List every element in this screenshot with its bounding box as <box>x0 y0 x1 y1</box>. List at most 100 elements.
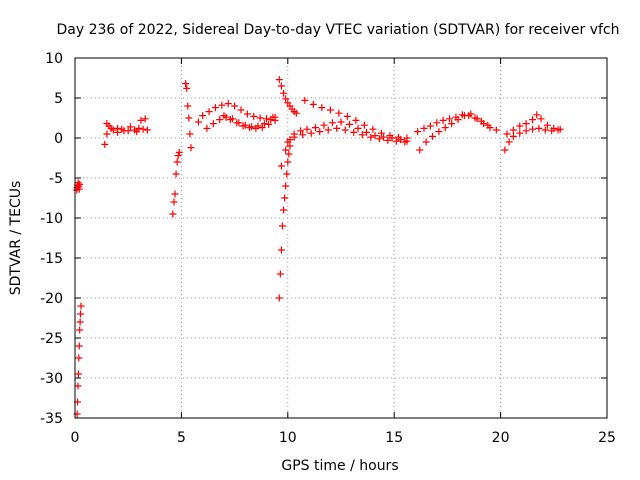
data-point <box>426 122 434 130</box>
data-point <box>516 129 524 137</box>
data-point <box>171 190 179 198</box>
data-point <box>433 119 441 127</box>
data-point <box>277 82 285 90</box>
data-point <box>303 125 311 133</box>
data-point <box>505 138 513 146</box>
series-sat-a <box>73 179 84 194</box>
data-point <box>392 137 400 145</box>
data-point <box>231 102 239 110</box>
data-point <box>187 144 195 152</box>
data-point <box>185 114 193 122</box>
data-point <box>386 132 394 140</box>
data-point <box>275 294 283 302</box>
data-point <box>286 142 294 150</box>
data-point <box>420 124 428 132</box>
data-point <box>307 129 315 137</box>
data-point <box>224 100 232 108</box>
data-point <box>501 146 509 154</box>
series-sat-e <box>169 148 183 218</box>
data-point <box>137 116 145 124</box>
data-point <box>429 132 437 140</box>
series-sat-c <box>101 122 147 148</box>
data-point <box>522 127 530 135</box>
x-tick-label: 0 <box>71 430 80 446</box>
gridlines <box>75 58 607 418</box>
data-point <box>282 182 290 190</box>
chart-title: Day 236 of 2022, Sidereal Day-to-day VTE… <box>56 22 619 38</box>
y-tick-label: -15 <box>40 251 63 267</box>
data-point <box>237 106 245 114</box>
data-point <box>452 113 460 121</box>
data-point <box>537 115 545 123</box>
data-point <box>477 117 485 125</box>
data-point <box>284 138 292 146</box>
data-point <box>172 170 180 178</box>
data-point <box>175 148 183 156</box>
data-point <box>435 128 443 136</box>
data-point <box>503 130 511 138</box>
data-point <box>77 302 85 310</box>
data-point <box>516 122 524 130</box>
data-point <box>422 138 430 146</box>
data-point <box>280 89 288 97</box>
data-point <box>114 128 122 136</box>
series-sat-m <box>284 124 409 146</box>
series-sat-f <box>182 80 195 152</box>
data-point <box>458 111 466 119</box>
series-sat-h <box>203 113 279 132</box>
data-point <box>76 326 84 334</box>
data-point <box>280 206 288 214</box>
data-point <box>278 222 286 230</box>
series-sat-d <box>103 115 151 136</box>
x-tick-label: 5 <box>177 430 186 446</box>
data-point <box>375 135 383 143</box>
data-point <box>267 116 275 124</box>
data-point <box>170 198 178 206</box>
data-point <box>243 110 251 118</box>
data-point <box>446 115 454 123</box>
data-point <box>529 116 537 124</box>
data-point <box>292 109 300 117</box>
data-point <box>354 124 362 132</box>
x-tick-labels: 0 5 10 15 20 25 <box>71 430 616 446</box>
data-point <box>281 194 289 202</box>
data-point <box>282 146 290 154</box>
data-point <box>439 116 447 124</box>
data-point <box>199 112 207 120</box>
data-point <box>184 102 192 110</box>
data-point <box>282 95 290 103</box>
data-point <box>218 101 226 109</box>
data-point <box>367 133 375 141</box>
data-point <box>297 127 305 135</box>
tick-marks <box>74 57 608 419</box>
series-sat-k <box>275 76 300 117</box>
data-point <box>103 120 111 128</box>
y-tick-label: -10 <box>40 211 63 227</box>
data-point <box>441 124 449 132</box>
data-point <box>226 116 234 124</box>
x-tick-label: 10 <box>279 430 297 446</box>
data-point <box>276 270 284 278</box>
data-point <box>471 114 479 122</box>
data-point <box>258 124 266 132</box>
x-tick-label: 20 <box>492 430 510 446</box>
data-point <box>239 122 247 130</box>
data-point <box>377 129 385 137</box>
y-tick-label: -25 <box>40 331 63 347</box>
data-point <box>358 131 366 139</box>
data-point <box>74 179 82 187</box>
data-point <box>337 118 345 126</box>
data-point <box>299 131 307 139</box>
data-point <box>343 112 351 120</box>
data-point <box>465 112 473 120</box>
data-point <box>275 76 283 84</box>
data-point <box>285 150 293 158</box>
x-tick-label: 25 <box>598 430 616 446</box>
data-point <box>290 133 298 141</box>
data-point <box>401 138 409 146</box>
data-point <box>173 158 181 166</box>
data-point <box>76 318 84 326</box>
data-point <box>205 108 213 116</box>
data-point <box>533 111 541 119</box>
